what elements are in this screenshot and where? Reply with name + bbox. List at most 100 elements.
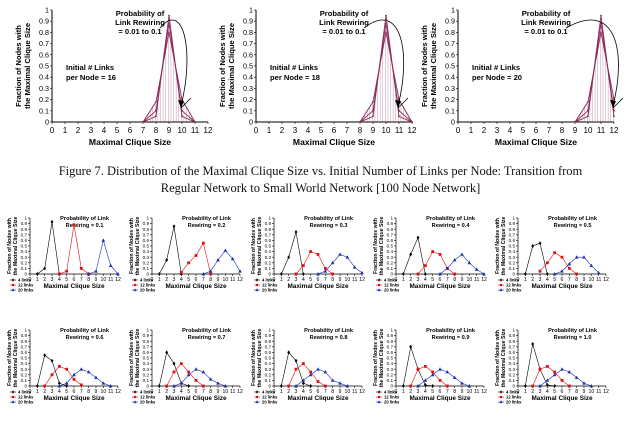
data-point [575, 272, 579, 276]
data-point [338, 252, 342, 256]
data-point [401, 272, 405, 276]
data-point [538, 241, 542, 246]
legend-marker [377, 278, 381, 282]
small-chart-10: 00.10.20.30.40.50.60.70.80.910 1 2 3 4 5 6 7 8 9 1… [495, 328, 609, 405]
data-point [50, 219, 54, 224]
y-tick-label: 0.9 [39, 17, 49, 26]
data-point [600, 22, 602, 25]
series-line [403, 346, 433, 387]
data-point [50, 373, 54, 377]
panel-title: Probability of Link [182, 328, 232, 334]
x-tick-label: 3 [295, 389, 298, 395]
data-point [567, 370, 572, 374]
y-tick-label: 0.1 [387, 378, 394, 383]
x-tick-label: 4 [180, 277, 183, 283]
data-point [460, 252, 464, 256]
x-tick-label: 5 [553, 389, 556, 395]
y-tick-label: 0.9 [509, 333, 516, 338]
legend-marker [133, 278, 137, 282]
y-tick-label: 0.9 [387, 221, 394, 226]
x-tick-label: 5 [309, 389, 312, 395]
data-point [65, 269, 69, 273]
y-tick-label: 1 [451, 6, 455, 15]
data-point [545, 378, 550, 382]
y-tick-label: 0.6 [243, 50, 253, 59]
panel-title: Probability of Link [426, 328, 476, 334]
arrow-tail [612, 97, 624, 109]
data-point [523, 384, 527, 388]
x-tick-label: 4 [546, 277, 549, 283]
data-point [279, 384, 283, 388]
series-line [359, 23, 413, 123]
x-tick-label: 9 [95, 277, 98, 283]
data-point [398, 109, 400, 112]
y-tick-label: 0.4 [143, 249, 150, 254]
y-tick-label: 0.8 [21, 227, 28, 232]
series-line [142, 32, 196, 123]
x-tick-label: 7 [324, 277, 327, 283]
legend-label: 12 links [140, 395, 156, 400]
x-tick-label: 7 [80, 389, 83, 395]
x-tick-label: 2 [280, 126, 285, 135]
y-tick-label: 0.8 [265, 339, 272, 344]
x-axis-label: Maximal Clique Size [89, 137, 171, 147]
y-tick-label: 0.7 [21, 344, 28, 349]
data-point [467, 260, 472, 265]
x-tick-label: 10 [584, 126, 593, 135]
x-tick-label: 2 [287, 277, 290, 283]
data-point [323, 267, 327, 270]
y-tick-label: 0.1 [445, 106, 455, 115]
data-point [531, 342, 535, 346]
legend-label: 12 links [506, 395, 522, 400]
rewiring-annotation: Probability of [522, 9, 571, 18]
data-point [482, 272, 486, 276]
y-tick-label: 0.4 [387, 361, 394, 366]
data-point [613, 115, 615, 118]
y-tick-label: 0.9 [21, 333, 28, 338]
data-point [308, 372, 313, 377]
data-point [567, 261, 572, 266]
y-tick-label: 0.7 [39, 39, 49, 48]
legend-marker [377, 283, 381, 287]
x-tick-label: 12 [481, 389, 487, 395]
x-tick-label: 12 [481, 277, 487, 283]
x-tick-label: 12 [408, 126, 417, 135]
data-point [352, 265, 357, 269]
data-point [168, 14, 170, 17]
x-tick-label: 0 [254, 126, 259, 135]
top-chart-2: 00.10.20.30.40.50.60.70.80.910 1 2 3 4 5 6 7 8 9 1… [218, 6, 417, 147]
x-tick-label: 10 [344, 389, 350, 395]
legend-marker [255, 278, 259, 282]
y-tick-label: 0.6 [387, 238, 394, 243]
y-tick-label: 0.7 [387, 232, 394, 237]
data-point [445, 266, 450, 270]
legend-label: 20 links [140, 400, 156, 405]
x-tick-label: 8 [331, 277, 334, 283]
y-tick-label: 1 [390, 328, 393, 333]
data-point [223, 384, 228, 388]
x-tick-label: 3 [539, 277, 542, 283]
y-tick-label: 0.6 [387, 350, 394, 355]
x-axis-label: Maximal Clique Size [165, 395, 227, 402]
legend-marker [133, 400, 137, 404]
series-line [439, 253, 485, 275]
x-tick-label: 3 [295, 277, 298, 283]
x-tick-label: 6 [128, 126, 133, 135]
x-tick-label: 2 [165, 389, 168, 395]
x-tick-label: 4 [546, 389, 549, 395]
x-tick-label: 1 [280, 389, 283, 395]
data-point [194, 367, 198, 371]
x-tick-label: 2 [409, 389, 412, 395]
data-point [201, 370, 206, 374]
data-point [155, 109, 157, 112]
data-point [94, 375, 98, 379]
x-axis-label: Maximal Clique Size [43, 395, 105, 402]
x-tick-label: 11 [191, 126, 200, 135]
x-tick-label: 1 [524, 389, 527, 395]
y-tick-label: 0.7 [509, 344, 516, 349]
data-point [567, 267, 571, 270]
data-point [574, 375, 579, 379]
y-tick-label: 0 [451, 118, 455, 127]
series-line [417, 368, 470, 387]
